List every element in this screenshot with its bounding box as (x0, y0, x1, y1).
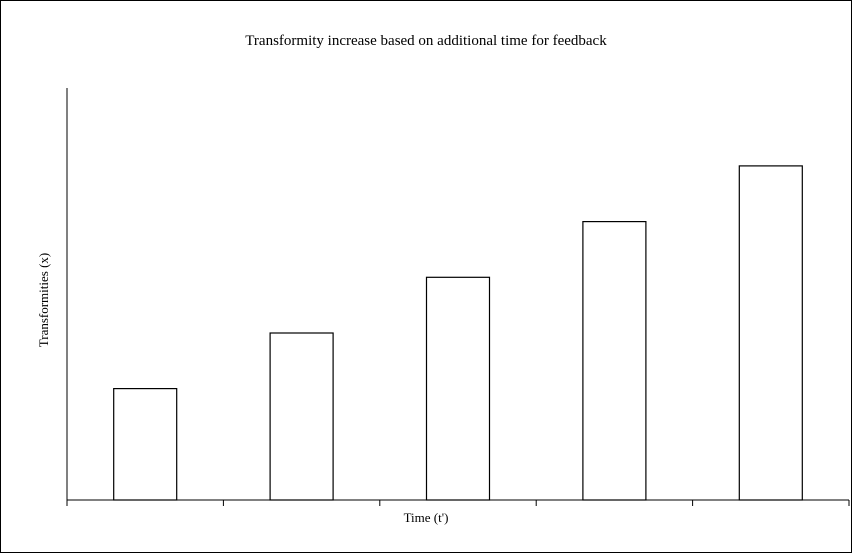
bar-4 (582, 221, 647, 501)
bars-group (113, 165, 803, 501)
bar-1 (113, 388, 178, 501)
bar-5 (738, 165, 803, 501)
bar-2 (269, 332, 334, 501)
chart-title: Transformity increase based on additiona… (245, 33, 607, 49)
y-axis-label: Transformities (x) (36, 252, 51, 348)
x-axis-ticks (66, 500, 850, 506)
x-axis-label: Time (t') (403, 510, 449, 525)
bar-3 (425, 276, 491, 501)
